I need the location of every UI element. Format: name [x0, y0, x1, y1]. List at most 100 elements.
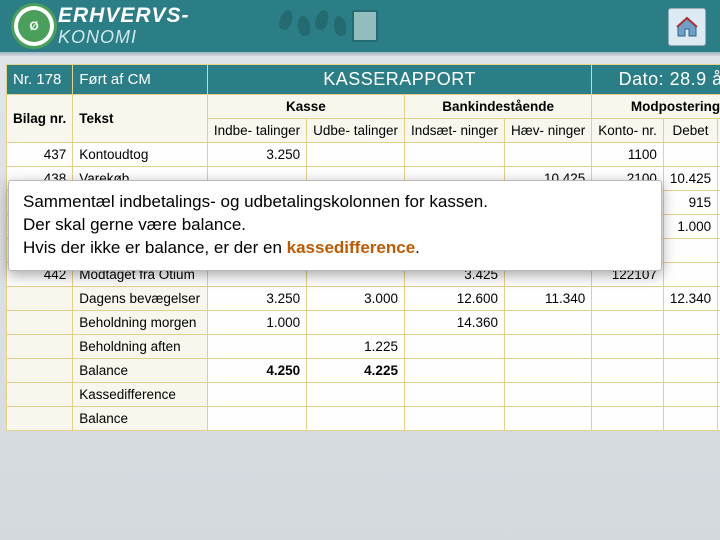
summary-row: Beholdning aften 1.225: [7, 335, 720, 359]
cell-haev: [505, 383, 592, 407]
table-row: 437Kontoudtog3.25011003.250: [7, 143, 720, 167]
cell-udbe: [307, 143, 405, 167]
footprints-icon: [280, 10, 378, 42]
cell-debet: 12.340: [663, 287, 717, 311]
cell-haev: [505, 335, 592, 359]
cell-udbe: [307, 383, 405, 407]
cell-ind: [207, 407, 306, 431]
brand-line2: KONOMI: [58, 27, 137, 47]
callout-line3: Hvis der ikke er balance, er der en kass…: [23, 237, 647, 260]
cell-konto: [592, 335, 664, 359]
report-author: Ført af CM: [73, 65, 208, 95]
group-modpost: Modposteringer: [592, 95, 720, 119]
cell-haev: [505, 359, 592, 383]
cell-udbe: [307, 407, 405, 431]
cell-indsat: 12.600: [404, 287, 504, 311]
cell-ind: 4.250: [207, 359, 306, 383]
col-debet: Debet: [663, 119, 717, 143]
cell-udbe: 3.000: [307, 287, 405, 311]
cell-tekst: Kontoudtog: [73, 143, 208, 167]
logo-o-icon: Ø: [18, 10, 50, 42]
col-tekst: Tekst: [73, 95, 208, 143]
report-date: Dato: 28.9 år 1: [592, 65, 720, 95]
cell-debet: 1.000: [663, 215, 717, 239]
cell-haev: [505, 311, 592, 335]
page: Ø ERHVERVS- KONOMI Nr. 178 Ført af CM KA…: [0, 0, 720, 540]
cell-konto: [592, 383, 664, 407]
report-title: KASSERAPPORT: [207, 65, 591, 95]
cell-konto: [592, 407, 664, 431]
title-row: Nr. 178 Ført af CM KASSERAPPORT Dato: 28…: [7, 65, 720, 95]
group-banking: Bankindestående: [404, 95, 591, 119]
callout-line1: Sammentæl indbetalings- og udbetalingsko…: [23, 191, 647, 214]
cell-blank: [7, 287, 73, 311]
cell-udbe: 4.225: [307, 359, 405, 383]
callout-kasse-diff: kassedifference: [287, 238, 416, 257]
cell-konto: [592, 359, 664, 383]
cell-debet: [663, 239, 717, 263]
summary-label: Dagens bevægelser: [73, 287, 208, 311]
cell-debet: [663, 335, 717, 359]
cell-blank: [7, 359, 73, 383]
house-icon: [675, 15, 699, 39]
cell-konto: [592, 287, 664, 311]
cell-indsat: [404, 383, 504, 407]
summary-row: Kassedifference: [7, 383, 720, 407]
cell-indsat: [404, 359, 504, 383]
callout-l3a: Hvis der ikke er balance, er der en: [23, 238, 287, 257]
cell-blank: [7, 407, 73, 431]
summary-row: Dagens bevægelser3.2503.00012.60011.340 1…: [7, 287, 720, 311]
cell-haev: 11.340: [505, 287, 592, 311]
cell-debet: [663, 143, 717, 167]
col-udbe: Udbe- talinger: [307, 119, 405, 143]
cell-blank: [7, 335, 73, 359]
summary-row: Balance4.2504.225: [7, 359, 720, 383]
summary-row: Beholdning morgen1.000 14.360: [7, 311, 720, 335]
col-indsat: Indsæt- ninger: [404, 119, 504, 143]
cell-indsat: 14.360: [404, 311, 504, 335]
cell-debet: [663, 359, 717, 383]
group-header-row: Bilag nr. Tekst Kasse Bankindestående Mo…: [7, 95, 720, 119]
callout-line2: Der skal gerne være balance.: [23, 214, 647, 237]
cell-ind: 1.000: [207, 311, 306, 335]
cell-debet: 915: [663, 191, 717, 215]
cell-konto: 1100: [592, 143, 664, 167]
cell-blank: [7, 383, 73, 407]
cell-ind: 3.250: [207, 287, 306, 311]
summary-label: Kassedifference: [73, 383, 208, 407]
cell-konto: [592, 311, 664, 335]
group-kasse: Kasse: [207, 95, 404, 119]
cell-indsat: [404, 335, 504, 359]
cell-haev: [505, 143, 592, 167]
header-divider: [0, 52, 720, 56]
col-bilag: Bilag nr.: [7, 95, 73, 143]
cell-ind: 3.250: [207, 143, 306, 167]
cell-haev: [505, 407, 592, 431]
brand-line1: ERHVERVS-: [58, 4, 190, 27]
cell-blank: [7, 311, 73, 335]
summary-label: Balance: [73, 359, 208, 383]
cell-indsat: [404, 143, 504, 167]
cell-ind: [207, 335, 306, 359]
cell-ind: [207, 383, 306, 407]
cell-debet: [663, 383, 717, 407]
callout-l3c: .: [415, 238, 420, 257]
col-konto: Konto- nr.: [592, 119, 664, 143]
summary-label: Beholdning aften: [73, 335, 208, 359]
brand-title: ERHVERVS- KONOMI: [58, 5, 190, 47]
col-haev: Hæv- ninger: [505, 119, 592, 143]
home-button[interactable]: [668, 8, 706, 46]
logo-ring: Ø: [14, 6, 54, 46]
cell-indsat: [404, 407, 504, 431]
summary-row: Balance: [7, 407, 720, 431]
col-ind: Indbe- talinger: [207, 119, 306, 143]
summary-label: Beholdning morgen: [73, 311, 208, 335]
cell-nr: 437: [7, 143, 73, 167]
cell-debet: 10.425: [663, 167, 717, 191]
cell-debet: [663, 407, 717, 431]
cell-debet: [663, 311, 717, 335]
cell-debet: [663, 263, 717, 287]
cell-udbe: 1.225: [307, 335, 405, 359]
report-nr: Nr. 178: [7, 65, 73, 95]
app-header: Ø ERHVERVS- KONOMI: [0, 0, 720, 52]
